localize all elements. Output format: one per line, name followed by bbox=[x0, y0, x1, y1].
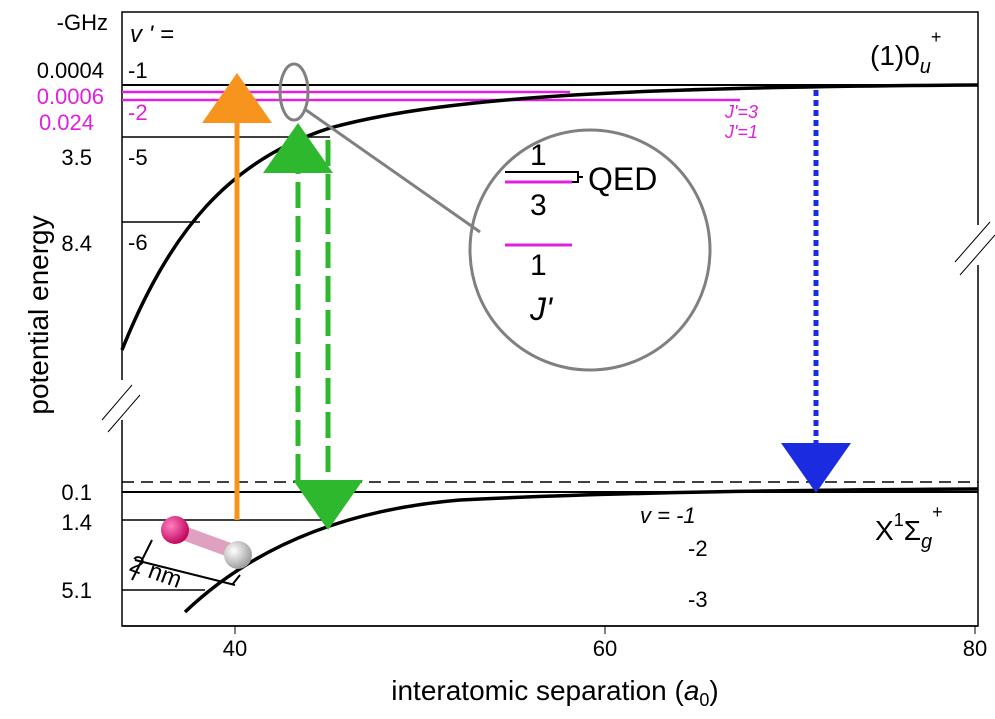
y-axis-label: potential energy bbox=[23, 215, 54, 414]
x-tick-label: 60 bbox=[593, 636, 617, 661]
labels: -GHz v ' = (1)0u+ X1Σg+ 0.0004 0.0006 0.… bbox=[23, 10, 987, 710]
inset bbox=[280, 64, 710, 370]
level-energy: 3.5 bbox=[61, 145, 92, 170]
inset-label: QED bbox=[588, 161, 657, 197]
rotational-label: J'=1 bbox=[724, 122, 758, 142]
inset-label: 1 bbox=[530, 139, 547, 172]
level-energy: 0.024 bbox=[39, 110, 94, 135]
upper-level: -6 bbox=[128, 230, 148, 255]
upper-level: -5 bbox=[128, 145, 148, 170]
vprime-label: v ' = bbox=[130, 21, 174, 48]
upper-level: -2 bbox=[128, 100, 148, 125]
level-energy: 0.0004 bbox=[37, 58, 104, 83]
level-energy: 1.4 bbox=[61, 510, 92, 535]
x-axis-label: interatomic separation (a0) bbox=[391, 675, 719, 710]
inset-label: J' bbox=[529, 291, 554, 327]
figure: -GHz v ' = (1)0u+ X1Σg+ 0.0004 0.0006 0.… bbox=[0, 0, 995, 714]
scale-label: 2 nm bbox=[126, 550, 185, 594]
x-tick-label: 40 bbox=[223, 636, 247, 661]
upper-state: (1)0u+ bbox=[870, 27, 941, 78]
x-tick-label: 80 bbox=[963, 636, 987, 661]
level-energy: 0.0006 bbox=[37, 84, 104, 109]
upper-level: -1 bbox=[128, 58, 148, 83]
y-unit: -GHz bbox=[57, 10, 108, 35]
lower-state: X1Σg+ bbox=[875, 502, 943, 553]
level-energy: 8.4 bbox=[61, 231, 92, 256]
lower-level: v = -1 bbox=[640, 503, 696, 528]
lower-level: -3 bbox=[688, 587, 708, 612]
transitions bbox=[237, 90, 816, 520]
inset-label: 1 bbox=[530, 249, 547, 282]
level-energy: 0.1 bbox=[61, 480, 92, 505]
rotational-label: J'=3 bbox=[724, 102, 758, 122]
lower-level: -2 bbox=[688, 536, 708, 561]
level-energy: 5.1 bbox=[61, 578, 92, 603]
inset-label: 3 bbox=[530, 189, 547, 222]
